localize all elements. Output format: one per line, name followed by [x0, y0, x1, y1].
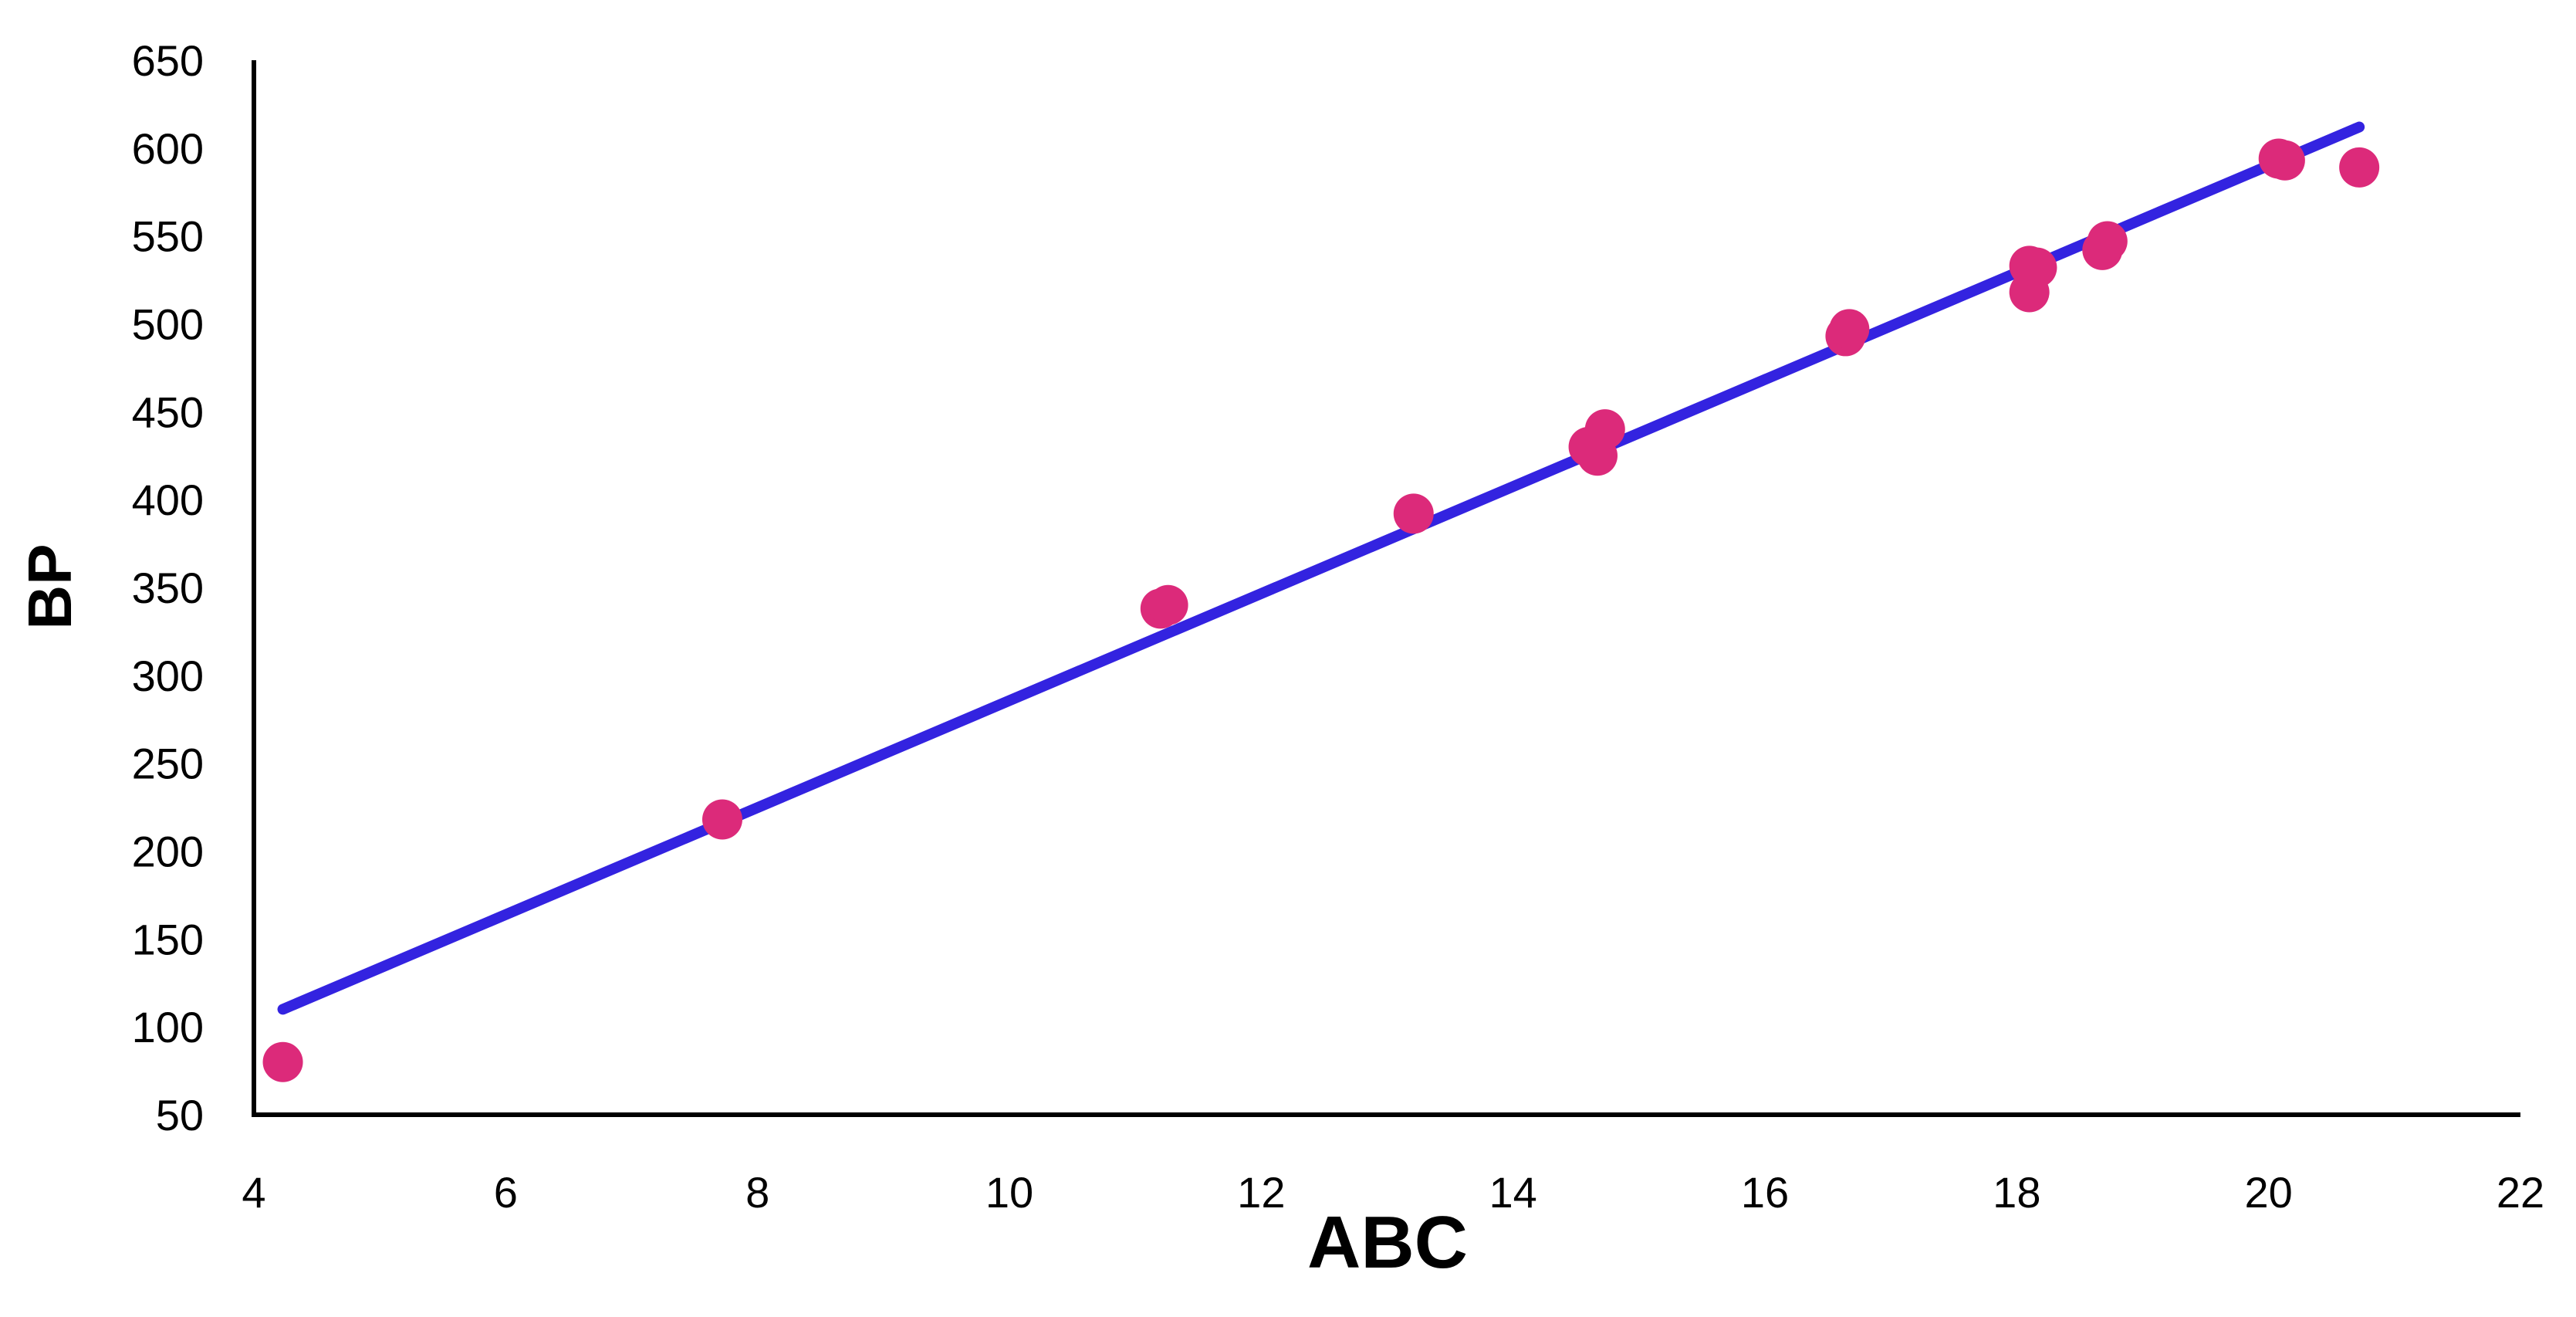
x-tick-label: 12 [1237, 1168, 1285, 1217]
y-tick-label: 400 [132, 476, 204, 524]
x-tick-label: 20 [2245, 1168, 2293, 1217]
x-tick-label: 16 [1741, 1168, 1789, 1217]
axes [252, 60, 2520, 1117]
y-tick-label: 450 [132, 388, 204, 436]
y-tick-label: 300 [132, 652, 204, 700]
data-point [2264, 140, 2305, 181]
y-tick-label: 150 [132, 915, 204, 963]
data-point [2017, 247, 2057, 288]
y-tick-label: 50 [156, 1091, 204, 1139]
x-tick-label: 14 [1489, 1168, 1537, 1217]
y-axis-title: BP [15, 543, 84, 629]
data-point [701, 799, 742, 840]
x-tick-label: 6 [494, 1168, 518, 1217]
data-point [2087, 221, 2128, 262]
data-point [1393, 493, 1434, 534]
data-point [262, 1041, 303, 1082]
data-point [1148, 584, 1188, 625]
x-tick-label: 4 [242, 1168, 265, 1217]
x-tick-label: 18 [1993, 1168, 2040, 1217]
data-point [1584, 409, 1625, 450]
y-tick-label: 500 [132, 300, 204, 349]
x-tick-label: 22 [2497, 1168, 2544, 1217]
x-tick-label: 8 [745, 1168, 769, 1217]
y-tick-label: 650 [132, 36, 204, 85]
data-points [262, 138, 2380, 1082]
y-tick-label: 100 [132, 1003, 204, 1051]
y-tick-label: 600 [132, 124, 204, 173]
y-tick-label: 550 [132, 212, 204, 261]
x-tick-labels: 4 6 8 10 12 14 16 18 20 22 [242, 1168, 2544, 1217]
data-point [2339, 147, 2380, 188]
y-tick-label: 200 [132, 828, 204, 876]
y-tick-label: 250 [132, 740, 204, 788]
data-point [1829, 309, 1870, 350]
y-tick-label: 350 [132, 564, 204, 612]
x-axis-title: ABC [1307, 1201, 1468, 1284]
x-tick-label: 10 [985, 1168, 1033, 1217]
y-tick-labels: 50 100 150 200 250 300 350 400 450 500 550 600 650 [132, 36, 204, 1139]
